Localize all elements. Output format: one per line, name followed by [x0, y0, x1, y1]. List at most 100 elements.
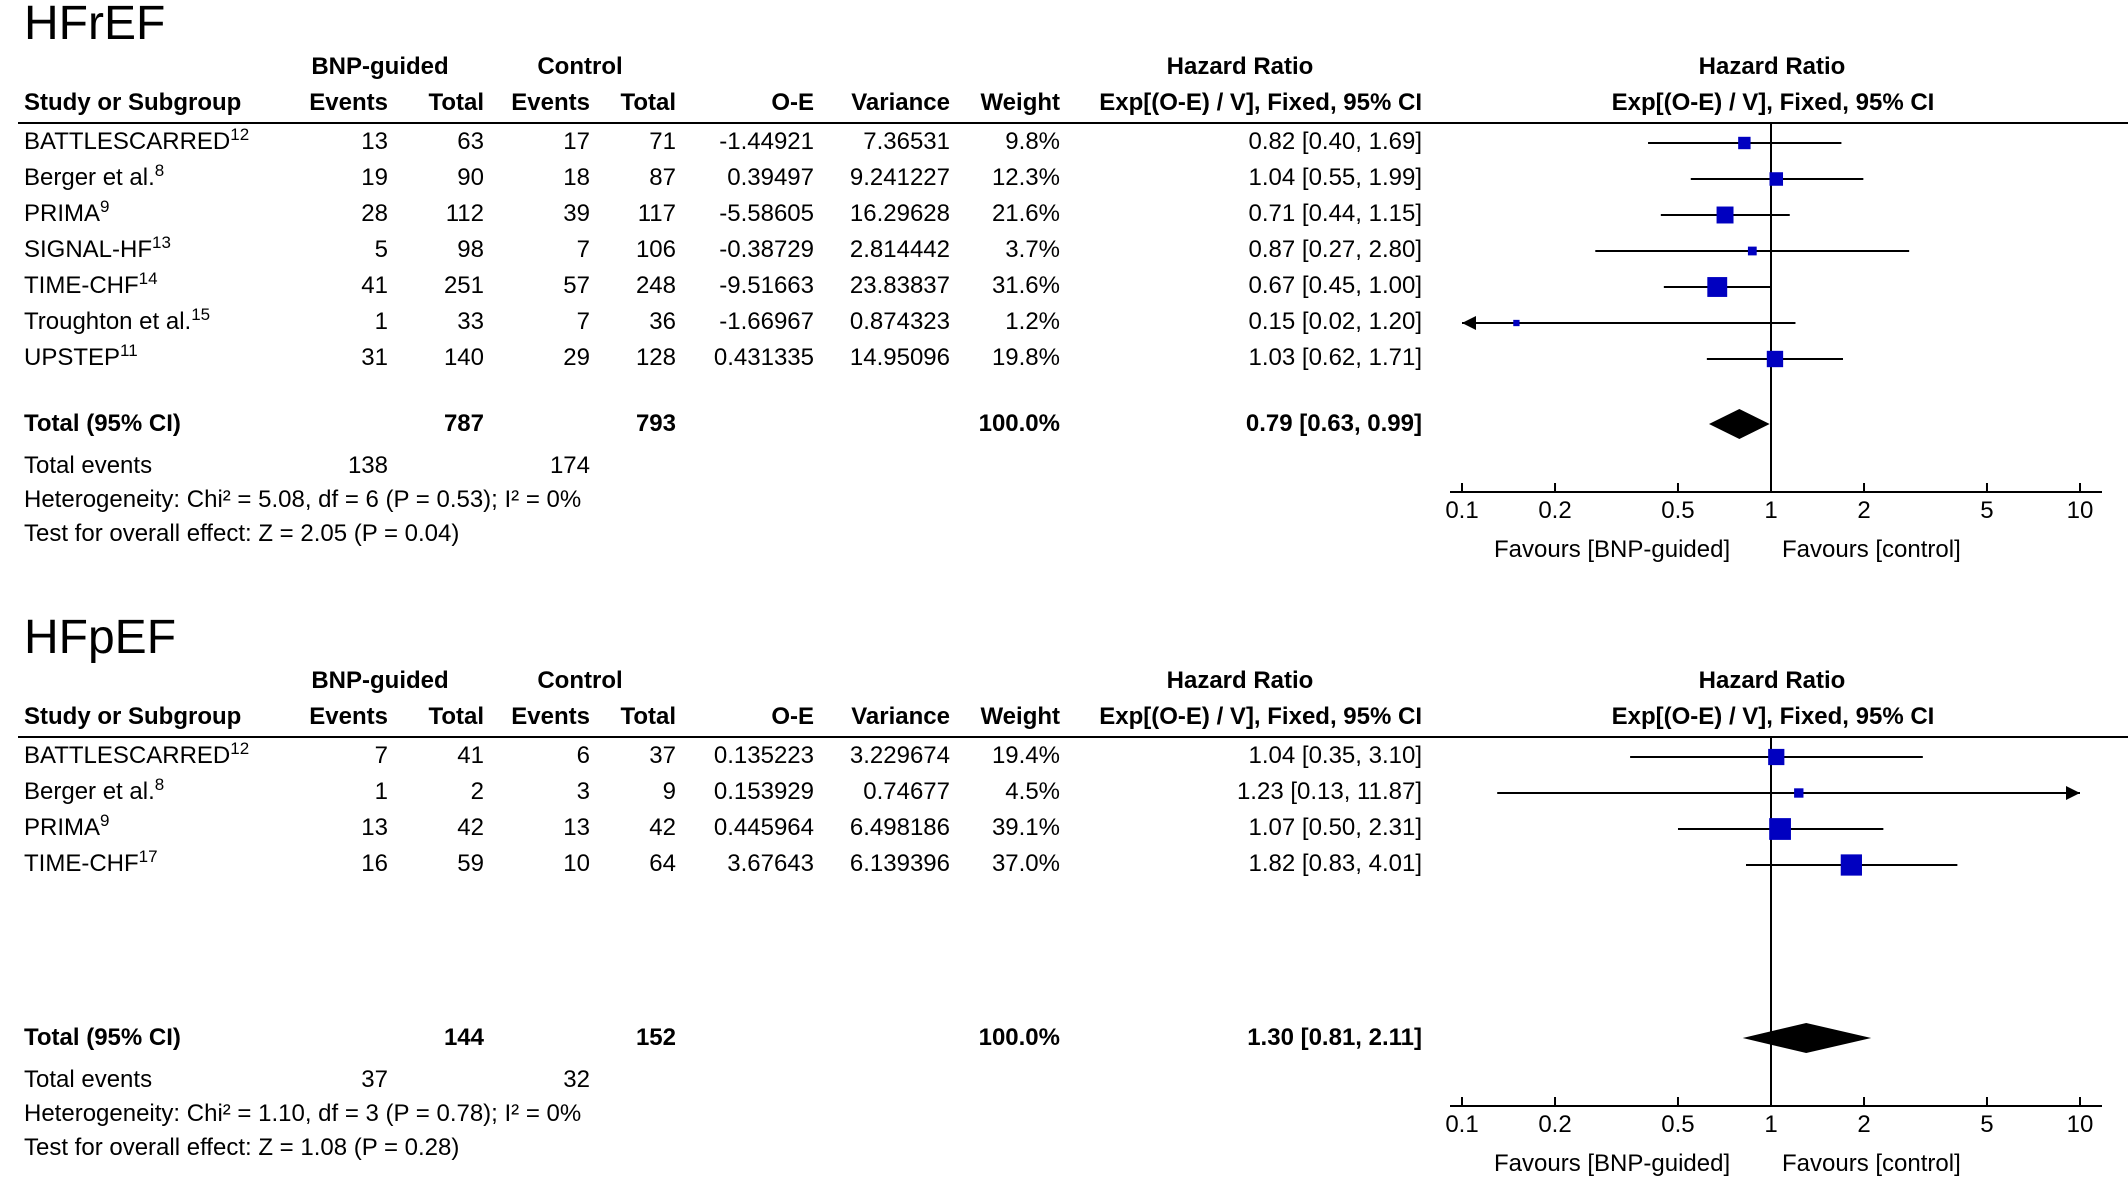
study-reference: 12	[230, 125, 250, 144]
cell-var: 9.241227	[849, 164, 950, 191]
forest-panel: HFrEF BNP-guided Control Hazard Ratio Ha…	[0, 0, 2128, 563]
header-variance: Variance	[851, 703, 950, 730]
header-hazard-ratio-plot: Hazard Ratio	[1698, 667, 1846, 694]
study-label: PRIMA	[24, 814, 101, 841]
x-tick-label: 5	[1980, 497, 1993, 524]
total-events-1: 138	[347, 452, 388, 479]
study-label: SIGNAL-HF	[24, 236, 153, 263]
cell-t2: 106	[635, 236, 676, 263]
cell-weight: 3.7%	[1005, 236, 1060, 263]
x-tick-label: 5	[1980, 1111, 1993, 1138]
favours-left-label: Favours [BNP-guided]	[1494, 1150, 1731, 1177]
cell-e2: 7	[576, 236, 590, 263]
cell-weight: 1.2%	[1005, 308, 1060, 335]
cell-var: 2.814442	[849, 236, 950, 263]
study-name: Berger et al.8	[24, 162, 164, 193]
cell-e2: 57	[563, 272, 590, 299]
cell-t2: 248	[635, 272, 676, 299]
forest-panel: HFpEF BNP-guided Control Hazard Ratio Ha…	[0, 610, 2128, 1177]
cell-ci: 0.67 [0.45, 1.00]	[1248, 272, 1422, 299]
cell-t2: 36	[649, 308, 676, 335]
total-n-1: 144	[443, 1024, 484, 1051]
header-rule	[18, 736, 2128, 738]
study-name: UPSTEP11	[24, 342, 138, 373]
header-total-2: Total	[620, 703, 676, 730]
study-marker	[1513, 319, 1520, 327]
cell-oe: 0.153929	[713, 778, 814, 805]
cell-oe: 0.39497	[727, 164, 814, 191]
header-rule	[18, 122, 2128, 124]
header-oe: O-E	[771, 89, 814, 116]
cell-weight: 9.8%	[1005, 128, 1060, 155]
cell-ci: 0.87 [0.27, 2.80]	[1248, 236, 1422, 263]
cell-t1: 2	[470, 778, 484, 805]
cell-oe: 0.135223	[713, 742, 814, 769]
cell-t1: 251	[443, 272, 484, 299]
study-reference: 15	[191, 305, 211, 324]
header-total-1: Total	[428, 703, 484, 730]
header-hazard-ratio: Hazard Ratio	[1166, 53, 1314, 80]
study-reference: 13	[152, 233, 171, 252]
header-oe: O-E	[771, 703, 814, 730]
cell-oe: -1.66967	[719, 308, 814, 335]
cell-e1: 1	[374, 778, 388, 805]
total-hr-ci: 0.79 [0.63, 0.99]	[1245, 410, 1422, 437]
cell-e2: 13	[563, 814, 590, 841]
cell-oe: 3.67643	[727, 850, 814, 877]
cell-e2: 10	[563, 850, 590, 877]
study-name: Troughton et al.15	[24, 305, 211, 337]
x-tick-label: 10	[2067, 497, 2094, 524]
cell-e2: 3	[576, 778, 590, 805]
study-name: TIME-CHF14	[24, 270, 158, 301]
cell-t2: 117	[637, 200, 676, 227]
header-total-2: Total	[620, 89, 676, 116]
cell-e1: 7	[374, 742, 388, 769]
header-hr-ci: Exp[(O-E) / V], Fixed, 95% CI	[1099, 703, 1422, 730]
cell-t2: 128	[635, 344, 676, 371]
cell-t1: 42	[457, 814, 484, 841]
study-marker	[1747, 246, 1757, 256]
header-control: Control	[537, 667, 623, 694]
x-tick-label: 0.5	[1661, 1111, 1694, 1138]
cell-ci: 0.82 [0.40, 1.69]	[1248, 128, 1422, 155]
x-tick-label: 0.2	[1538, 1111, 1571, 1138]
pooled-diamond	[1742, 1023, 1872, 1053]
cell-oe: 0.431335	[713, 344, 814, 371]
study-reference: 8	[154, 775, 165, 794]
cell-t2: 71	[649, 128, 676, 155]
header-weight: Weight	[980, 703, 1060, 730]
cell-ci: 1.82 [0.83, 4.01]	[1248, 850, 1422, 877]
x-tick-label: 2	[1857, 497, 1870, 524]
cell-t1: 41	[457, 742, 484, 769]
study-reference: 9	[100, 197, 110, 216]
total-events-label: Total events	[24, 452, 153, 479]
forest-plot: 0.1 0.2 0.5 1 2 5 10	[1445, 122, 2102, 524]
forest-plot: 0.1 0.2 0.5 1 2 5 10	[1445, 736, 2102, 1138]
cell-ci: 1.23 [0.13, 11.87]	[1236, 778, 1422, 805]
header-study: Study or Subgroup	[24, 703, 242, 730]
header-weight: Weight	[980, 89, 1060, 116]
cell-e1: 13	[361, 128, 388, 155]
study-reference: 17	[138, 847, 158, 866]
study-name: BATTLESCARRED12	[24, 125, 250, 157]
cell-t1: 33	[457, 308, 484, 335]
study-label: TIME-CHF	[24, 272, 139, 299]
study-marker	[1769, 818, 1791, 840]
study-marker	[1794, 788, 1804, 798]
header-study: Study or Subgroup	[24, 89, 242, 116]
cell-oe: 0.445964	[713, 814, 814, 841]
study-label: PRIMA	[24, 200, 101, 227]
cell-t2: 42	[649, 814, 676, 841]
study-reference: 9	[100, 811, 110, 830]
header-total-1: Total	[428, 89, 484, 116]
header-hr-ci-plot: Exp[(O-E) / V], Fixed, 95% CI	[1611, 703, 1935, 730]
cell-e2: 39	[563, 200, 590, 227]
study-marker	[1840, 854, 1862, 876]
cell-var: 7.36531	[863, 128, 950, 155]
panel-title: HFpEF	[24, 611, 177, 664]
study-label: Berger et al.	[24, 164, 155, 191]
pooled-diamond	[1708, 409, 1770, 439]
cell-var: 23.83837	[849, 272, 950, 299]
favours-left-label: Favours [BNP-guided]	[1494, 536, 1731, 563]
total-n-2: 152	[635, 1024, 676, 1051]
